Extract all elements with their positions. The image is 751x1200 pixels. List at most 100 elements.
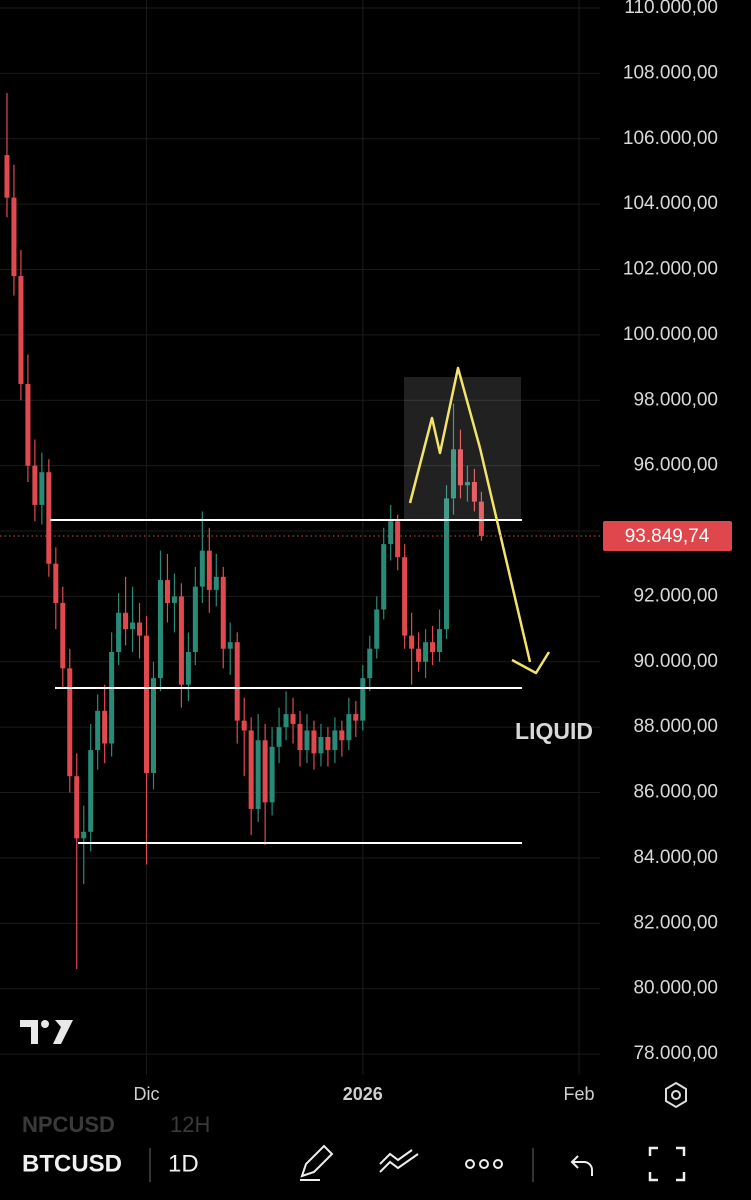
y-tick-label: 100.000,00	[623, 324, 718, 345]
candle-body	[430, 642, 436, 652]
trend-tool[interactable]	[379, 1149, 419, 1173]
candle-body	[144, 635, 150, 773]
candle-body	[18, 276, 24, 384]
candle-body	[367, 648, 373, 679]
y-tick-label: 106.000,00	[623, 128, 718, 149]
y-tick-label: 108.000,00	[623, 62, 718, 83]
grid	[0, 0, 600, 1075]
candle-body	[339, 730, 345, 741]
logo	[20, 1020, 73, 1044]
last-price-badge	[603, 520, 732, 551]
candles	[4, 93, 484, 970]
candle-body	[25, 383, 31, 466]
candle-body	[116, 612, 122, 652]
candle-body	[137, 622, 143, 636]
candle-body	[353, 714, 359, 721]
undo[interactable]	[570, 1155, 593, 1176]
candle-body	[262, 740, 268, 803]
candle-body	[46, 472, 52, 564]
candle-body	[11, 197, 17, 277]
candle-body	[395, 521, 401, 558]
y-tick-label: 92.000,00	[633, 585, 718, 606]
fullscreen[interactable]	[648, 1146, 686, 1182]
axis: 78.000,00 80.000,00 82.000,00 84.000,00 86.0…	[0, 0, 732, 1104]
y-tick-label: 78.000,00	[633, 1043, 718, 1064]
annotation: LIQUID	[515, 718, 593, 744]
y-tick-label: 98.000,00	[633, 389, 718, 410]
candle-body	[213, 576, 219, 590]
toolbar: NPCUSD 12H BTCUSD 1D	[22, 1112, 686, 1182]
y-tick-label: 110.000,00	[624, 0, 718, 18]
symbol[interactable]: BTCUSD	[22, 1150, 122, 1177]
candle-body	[478, 501, 484, 536]
candle-body	[402, 557, 408, 636]
candle-body	[185, 651, 191, 685]
candle-body	[416, 648, 422, 662]
candle-body	[192, 586, 198, 652]
candle-body	[283, 714, 289, 728]
candle-body	[464, 482, 470, 486]
candle-body	[346, 714, 352, 741]
candle-body	[437, 629, 443, 652]
candle-body	[53, 563, 59, 603]
ghost-symbol: NPCUSD	[22, 1112, 115, 1137]
candle-body	[171, 596, 177, 603]
y-tick-label: 88.000,00	[633, 716, 718, 737]
candle-body	[325, 736, 331, 751]
candle-body	[381, 544, 387, 610]
x-tick-label: Dic	[134, 1084, 160, 1104]
interval[interactable]: 1D	[168, 1150, 199, 1177]
candle-body	[227, 642, 233, 649]
candle-body	[360, 678, 366, 721]
candle-body	[199, 550, 205, 587]
ghost-interval: 12H	[170, 1112, 210, 1137]
x-tick-label: Feb	[564, 1084, 595, 1104]
arrow-head	[511, 651, 551, 675]
y-tick-label: 96.000,00	[633, 455, 718, 476]
pattern-drawing	[408, 366, 532, 663]
candle-body	[74, 776, 80, 839]
settings-icon[interactable]	[665, 1081, 687, 1109]
candle-body	[374, 609, 380, 649]
candle-body	[241, 720, 247, 731]
candle-body	[88, 750, 94, 832]
candle-body	[81, 831, 87, 839]
candle-body	[450, 449, 456, 499]
candle-body	[269, 746, 275, 803]
y-tick-label: 102.000,00	[623, 259, 718, 280]
candle-body	[457, 449, 463, 486]
candle-body	[311, 730, 317, 754]
candle-body	[102, 710, 108, 744]
candle-body	[109, 651, 115, 744]
more-tool[interactable]	[465, 1159, 503, 1169]
candle-body	[248, 730, 254, 809]
candle-body	[60, 602, 66, 669]
candle-body	[123, 612, 129, 630]
candle-body	[290, 714, 296, 724]
candle-body	[304, 730, 310, 751]
x-tick-label: 2026	[343, 1084, 383, 1104]
y-tick-label: 104.000,00	[623, 193, 718, 214]
candle-body	[220, 576, 226, 649]
candle-body	[234, 642, 240, 721]
candle-body	[157, 580, 163, 679]
candle-body	[423, 642, 429, 662]
candle-body	[150, 678, 156, 773]
y-tick-label: 90.000,00	[633, 651, 718, 672]
candle-body	[444, 498, 450, 630]
candle-body	[39, 472, 45, 505]
candle-body	[4, 155, 10, 198]
candle-body	[388, 521, 394, 545]
y-tick-label: 84.000,00	[633, 847, 718, 868]
candle-body	[67, 668, 73, 777]
highlight-box	[404, 377, 521, 520]
draw-tool[interactable]	[300, 1144, 334, 1181]
candle-body	[471, 482, 477, 502]
candle-body	[206, 550, 212, 590]
candle-body	[164, 580, 170, 603]
y-tick-label: 86.000,00	[633, 782, 718, 803]
y-tick-label: 80.000,00	[633, 978, 718, 999]
candle-body	[32, 465, 38, 505]
